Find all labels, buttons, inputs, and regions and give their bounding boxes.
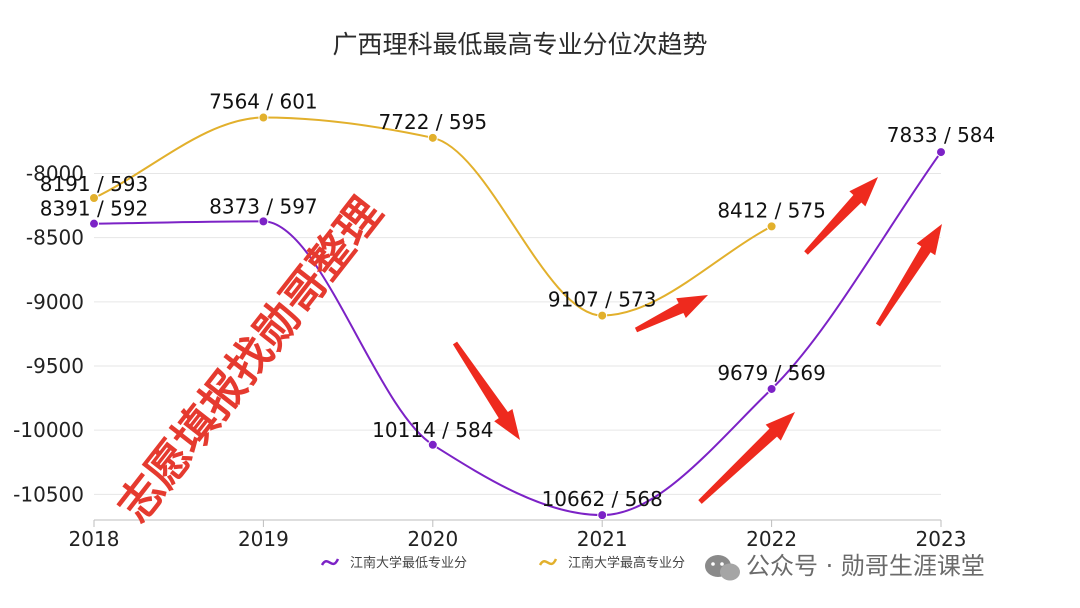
data-point [766,221,777,232]
trend-arrow-icon [804,177,879,255]
data-label: 10662 / 568 [542,487,663,511]
data-label: 8373 / 597 [209,194,318,218]
legend-label: 江南大学最低专业分 [350,555,467,571]
trend-arrow-icon [452,341,520,440]
legend-label: 江南大学最高专业分 [568,555,685,571]
data-label: 7564 / 601 [209,90,318,114]
data-point [597,510,608,521]
watermark-text: 志愿填报找勋哥整理 [108,188,392,531]
data-label: 8391 / 592 [40,197,149,221]
series-lines [89,112,946,521]
legend-swatch [538,558,558,566]
legend: 江南大学最低专业分 江南大学最高专业分 [320,555,685,571]
data-point [597,310,608,321]
x-tick-label: 2019 [238,527,289,551]
data-label: 9679 / 569 [717,361,826,385]
data-point [89,218,99,229]
y-tick-label: -10000 [13,418,84,442]
data-label: 7833 / 584 [887,123,996,147]
data-labels: 8391 / 592 8373 / 597 10114 / 584 10662 / 5… [40,90,996,512]
grid-lines [94,173,941,521]
data-label: 9107 / 573 [548,288,657,312]
data-label: 10114 / 584 [372,418,493,442]
data-point [258,112,269,123]
legend-swatch [320,558,340,566]
x-tick-label: 2018 [69,527,120,551]
y-axis-ticks: -8000 -8500 -9000 -9500 -10000 -10500 [13,162,84,507]
x-tick-label: 2021 [577,527,628,551]
y-tick-label: -8500 [26,226,84,250]
data-point [89,193,99,204]
x-tick-label: 2022 [746,527,797,551]
y-tick-label: -9500 [26,354,84,378]
data-label: 8412 / 575 [717,198,826,222]
trend-arrow-icon [634,295,708,333]
data-point [258,216,269,227]
chart-title: 广西理科最低最高专业分位次趋势 [332,30,707,59]
data-point [427,132,438,143]
data-point [766,383,777,394]
y-tick-label: -8000 [26,162,84,186]
x-tick-label: 2023 [916,527,967,551]
trend-arrow-icon [875,224,943,327]
data-point [936,147,946,158]
y-tick-label: -9000 [26,290,84,314]
x-tick-label: 2020 [407,527,458,551]
brand-text: 公众号 · 勋哥生涯课堂 [746,552,985,580]
data-label: 8191 / 593 [40,172,149,196]
y-tick-label: -10500 [13,482,84,506]
trend-arrows [452,177,943,504]
data-point [427,439,438,450]
x-axis-ticks: 2018 2019 2020 2021 2022 2023 [69,520,967,551]
data-label: 7722 / 595 [379,110,488,134]
brand-watermark: 公众号 · 勋哥生涯课堂 [705,552,985,581]
series-line [93,116,773,317]
trend-arrow-icon [698,412,795,504]
wechat-icon [705,555,740,581]
